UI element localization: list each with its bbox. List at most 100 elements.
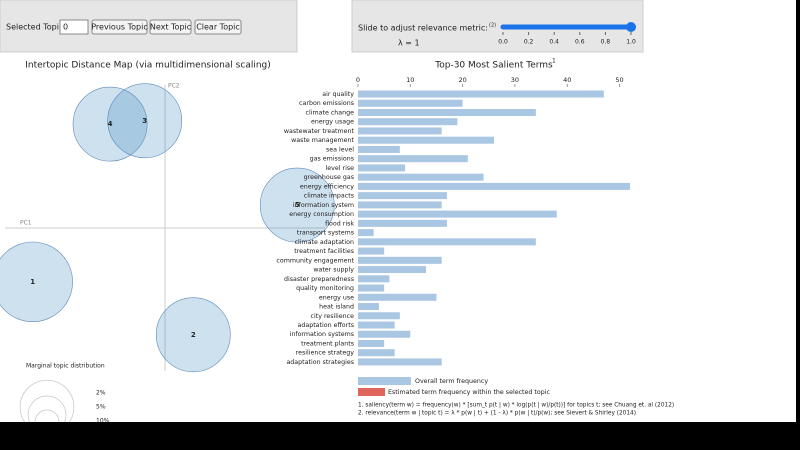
topic-bubble[interactable] bbox=[107, 83, 183, 159]
bar[interactable] bbox=[358, 99, 463, 107]
x-tick-label: 40 bbox=[563, 76, 571, 84]
bar[interactable] bbox=[358, 256, 442, 264]
legend-swatch bbox=[358, 377, 411, 385]
x-tick-label: 30 bbox=[511, 76, 519, 84]
term-label: energy consumption bbox=[289, 211, 354, 218]
topic-label: 3 bbox=[142, 117, 147, 125]
topic-bubble[interactable] bbox=[259, 167, 335, 243]
bar[interactable] bbox=[358, 275, 390, 283]
clear-button-label[interactable]: Clear Topic bbox=[196, 23, 240, 32]
lambda-label: λ = 1 bbox=[398, 39, 420, 48]
bar-title-note: 1 bbox=[552, 58, 556, 65]
map-title: Intertopic Distance Map (via multidimens… bbox=[25, 61, 271, 71]
term-label: flood risk bbox=[325, 220, 354, 227]
x-tick-label: 0 bbox=[356, 76, 360, 84]
bar[interactable] bbox=[358, 127, 442, 135]
term-label: climate impacts bbox=[304, 193, 354, 200]
term-label: climate adaptation bbox=[295, 239, 354, 246]
bar[interactable] bbox=[358, 90, 604, 98]
slider-tick-label: 0.0 bbox=[498, 39, 508, 46]
bar[interactable] bbox=[358, 358, 442, 366]
bar[interactable] bbox=[358, 219, 447, 227]
bar-title: Top-30 Most Salient Terms bbox=[434, 61, 553, 71]
bar[interactable] bbox=[358, 238, 536, 246]
bar[interactable] bbox=[358, 145, 400, 153]
bar[interactable] bbox=[358, 293, 437, 301]
bar[interactable] bbox=[358, 136, 494, 144]
footnote: 1. saliency(term w) = frequency(w) * [su… bbox=[358, 403, 674, 409]
next-button-label[interactable]: Next Topic bbox=[150, 23, 191, 32]
bar[interactable] bbox=[358, 182, 630, 190]
y-axis-label: PC2 bbox=[168, 83, 180, 90]
topic-bubble[interactable] bbox=[0, 241, 73, 323]
slider-tick-label: 0.6 bbox=[575, 39, 585, 46]
topic-input[interactable] bbox=[59, 19, 89, 35]
topic-bubble[interactable] bbox=[72, 86, 148, 162]
term-label: carbon emissions bbox=[299, 100, 354, 107]
topic-bubble[interactable] bbox=[155, 297, 231, 373]
term-label: sea level bbox=[326, 146, 354, 153]
bar[interactable] bbox=[358, 266, 426, 274]
term-label: adaptation strategies bbox=[286, 359, 354, 366]
bar[interactable] bbox=[358, 192, 447, 200]
term-label: city resilience bbox=[311, 313, 355, 320]
bar[interactable] bbox=[358, 210, 557, 218]
bar[interactable] bbox=[358, 155, 468, 163]
term-label: heat island bbox=[319, 304, 354, 311]
term-label: information systems bbox=[290, 331, 354, 338]
right-band bbox=[796, 0, 800, 450]
clear-button[interactable] bbox=[194, 19, 242, 35]
slider-label: Slide to adjust relevance metric: bbox=[358, 24, 488, 33]
previous-button[interactable] bbox=[91, 19, 148, 35]
term-label: disaster preparedness bbox=[284, 276, 354, 283]
bar[interactable] bbox=[358, 349, 395, 357]
size-legend-title: Marginal topic distribution bbox=[26, 363, 105, 370]
term-label: energy efficiency bbox=[300, 183, 354, 190]
term-label: level rise bbox=[326, 165, 355, 172]
bar[interactable] bbox=[358, 108, 536, 116]
topic-panel bbox=[0, 0, 298, 53]
bar[interactable] bbox=[358, 303, 379, 311]
slider-tick-label: 0.2 bbox=[524, 39, 534, 46]
bar[interactable] bbox=[358, 229, 374, 237]
term-label: greenhouse gas bbox=[304, 174, 354, 181]
slider-note: (2) bbox=[489, 23, 496, 29]
bar[interactable] bbox=[358, 312, 400, 320]
bar[interactable] bbox=[358, 284, 385, 292]
legend-label: Estimated term frequency within the sele… bbox=[388, 389, 550, 396]
term-label: transport systems bbox=[297, 230, 354, 237]
term-label: information system bbox=[293, 202, 354, 209]
bar[interactable] bbox=[358, 330, 411, 338]
footnote: 2. relevance(term w | topic t) = λ * p(w… bbox=[358, 411, 636, 417]
term-label: energy use bbox=[319, 294, 354, 301]
term-label: waste management bbox=[291, 137, 354, 144]
term-label: adaptation efforts bbox=[297, 322, 354, 329]
topic-label: 4 bbox=[108, 120, 113, 128]
term-label: wastewater treatment bbox=[284, 128, 355, 135]
legend-swatch bbox=[358, 388, 385, 396]
topic-input-value[interactable]: 0 bbox=[63, 23, 68, 32]
slider-tick-label: 0.8 bbox=[601, 39, 611, 46]
size-legend-label: 5% bbox=[96, 404, 106, 411]
bar[interactable] bbox=[358, 339, 385, 347]
size-legend-label: 2% bbox=[96, 390, 106, 397]
slider-knob[interactable] bbox=[626, 22, 636, 32]
previous-button-label[interactable]: Previous Topic bbox=[91, 23, 147, 32]
bar[interactable] bbox=[358, 118, 458, 126]
bar[interactable] bbox=[358, 164, 406, 172]
legend-label: Overall term frequency bbox=[415, 378, 488, 385]
x-axis-label: PC1 bbox=[20, 220, 32, 227]
next-button[interactable] bbox=[149, 19, 192, 35]
x-tick-label: 20 bbox=[458, 76, 466, 84]
term-label: climate change bbox=[306, 109, 355, 116]
slider-tick-label: 0.4 bbox=[549, 39, 559, 46]
bar[interactable] bbox=[358, 201, 442, 209]
bar[interactable] bbox=[358, 321, 395, 329]
topic-label: 5 bbox=[295, 201, 300, 209]
bottom-band bbox=[0, 422, 800, 450]
term-label: air quality bbox=[322, 91, 354, 98]
bar[interactable] bbox=[358, 173, 484, 181]
bar[interactable] bbox=[358, 247, 385, 255]
